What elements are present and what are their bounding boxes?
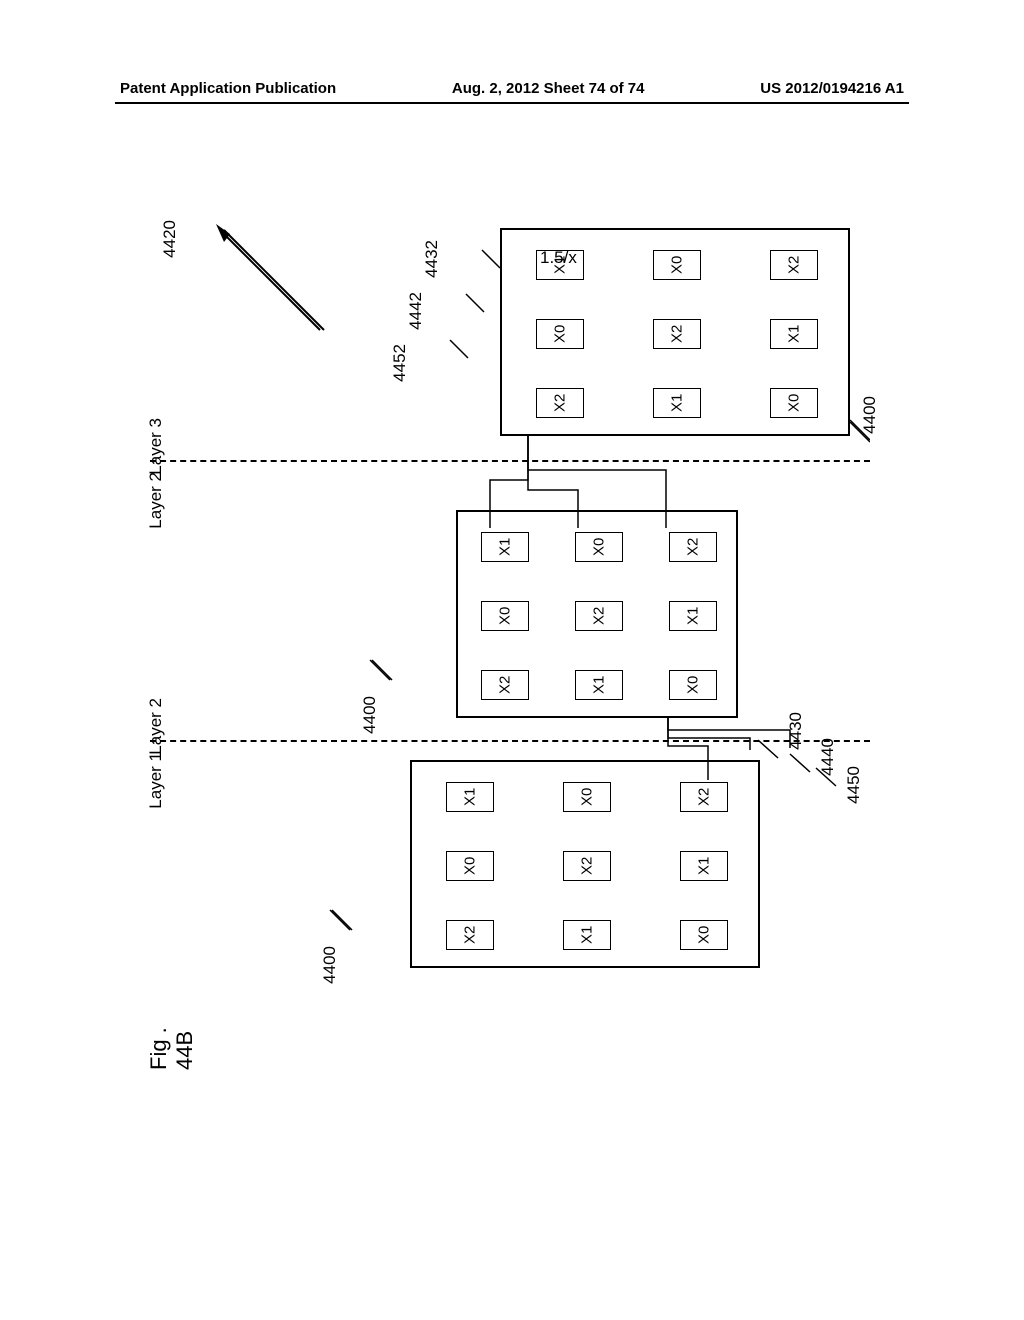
layer2-cell: X1 <box>575 670 623 700</box>
layer3-cell: X0 <box>770 388 818 418</box>
layer2-cell: X1 <box>481 532 529 562</box>
label-4420: 4420 <box>160 220 180 258</box>
label-layer2a: Layer 2 <box>146 472 166 529</box>
layer1-cell: X2 <box>680 782 728 812</box>
layer1-cell: X1 <box>680 851 728 881</box>
layer3-cell: X1 <box>653 388 701 418</box>
label-4400b: 4400 <box>360 696 380 734</box>
layer1-cell: X0 <box>446 851 494 881</box>
label-4450: 4450 <box>844 766 864 804</box>
block-layer2: X1 X0 X2 X0 X2 X1 X2 X1 X0 <box>456 510 738 718</box>
header-right: US 2012/0194216 A1 <box>760 80 904 97</box>
label-4452: 4452 <box>390 344 410 382</box>
label-4400a: 4400 <box>860 396 880 434</box>
layer-sep-32 <box>150 460 870 462</box>
layer2-cell: X2 <box>669 532 717 562</box>
layer3-cell: X1 <box>770 319 818 349</box>
layer1-cell: X2 <box>563 851 611 881</box>
label-4440: 4440 <box>818 738 838 776</box>
layer3-cell: X0 <box>653 250 701 280</box>
layer3-cell: X2 <box>653 319 701 349</box>
layer1-cell: X0 <box>563 782 611 812</box>
label-4430: 4430 <box>786 712 806 750</box>
label-4432: 4432 <box>422 240 442 278</box>
layer3-cell: X2 <box>536 388 584 418</box>
layer2-cell: X2 <box>481 670 529 700</box>
label-layer3: Layer 3 <box>146 418 166 475</box>
figure-label: Fig . 44B <box>146 990 198 1070</box>
layer1-cell: X1 <box>563 920 611 950</box>
block-layer1: X1 X0 X2 X0 X2 X1 X2 X1 X0 <box>410 760 760 968</box>
label-4442: 4442 <box>406 292 426 330</box>
layer2-cell: X2 <box>575 601 623 631</box>
label-layer1: Layer 1 <box>146 752 166 809</box>
layer2-cell: X1 <box>669 601 717 631</box>
scale-label: 1.5/x <box>540 248 577 268</box>
label-layer2b: Layer 2 <box>146 698 166 755</box>
label-4400c: 4400 <box>320 946 340 984</box>
figure: X1 X0 X2 X0 X2 X1 X2 X1 X0 X1 X0 X2 X0 X2 X1 X2 X1 X0 X1… <box>150 190 870 1070</box>
header-mid: Aug. 2, 2012 Sheet 74 of 74 <box>452 80 645 97</box>
layer1-cell: X0 <box>680 920 728 950</box>
layer3-cell: X0 <box>536 319 584 349</box>
header-rule <box>115 102 909 104</box>
layer2-cell: X0 <box>481 601 529 631</box>
layer1-cell: X1 <box>446 782 494 812</box>
layer3-cell: X2 <box>770 250 818 280</box>
layer1-cell: X2 <box>446 920 494 950</box>
layer-sep-21 <box>150 740 870 742</box>
header-left: Patent Application Publication <box>120 80 336 97</box>
layer2-cell: X0 <box>669 670 717 700</box>
layer2-cell: X0 <box>575 532 623 562</box>
